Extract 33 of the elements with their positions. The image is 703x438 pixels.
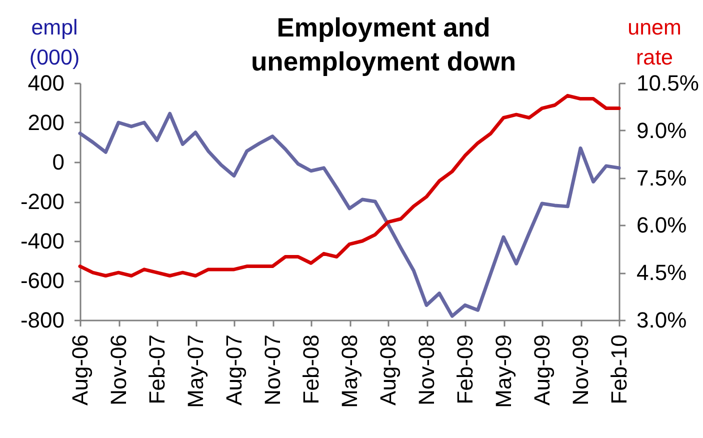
- x-tick-label: Nov-09: [568, 334, 593, 406]
- x-tick-label: Nov-07: [260, 334, 285, 406]
- chart-title: Employment and unemployment down: [251, 12, 516, 76]
- y2-tick-label: 9.0%: [636, 118, 687, 143]
- x-tick-label: Aug-08: [376, 334, 400, 406]
- y2-tick-label: 6.0%: [636, 212, 687, 238]
- x-tick-label: Aug-07: [222, 334, 246, 406]
- line-series: [78, 112, 621, 318]
- line-series: [78, 94, 621, 278]
- y-tick-label: 200: [28, 110, 64, 135]
- y-tick-label: -200: [20, 189, 64, 214]
- x-tick-label: May-09: [491, 334, 516, 408]
- y2-tick-label: 4.5%: [636, 260, 687, 286]
- x-tick-label: May-08: [337, 334, 362, 408]
- y-tick-label: 400: [28, 70, 64, 96]
- x-tick-label: Feb-08: [298, 334, 324, 404]
- x-tick-label: Aug-09: [530, 334, 554, 406]
- x-tick-label: Feb-07: [144, 334, 170, 404]
- x-tick-label: Nov-08: [414, 334, 439, 406]
- x-tick-label: Feb-10: [606, 334, 632, 404]
- y-tick-label: 0: [52, 150, 64, 174]
- y2-tick-label: 10.5%: [636, 70, 699, 96]
- x-tick-label: Nov-06: [106, 334, 131, 406]
- x-tick-label: May-07: [183, 334, 208, 408]
- y-tick-label: -800: [20, 308, 64, 332]
- y2-tick-label: 7.5%: [636, 165, 687, 190]
- x-tick-label: Aug-06: [68, 334, 92, 406]
- y-tick-label: -600: [20, 268, 64, 293]
- y-tick-label: -400: [20, 228, 64, 254]
- y-axis-title: empl (000): [29, 16, 80, 70]
- x-tick-label: Feb-09: [452, 334, 478, 404]
- y2-axis-title: unem rate: [628, 16, 682, 70]
- y2-tick-label: 3.0%: [636, 308, 687, 332]
